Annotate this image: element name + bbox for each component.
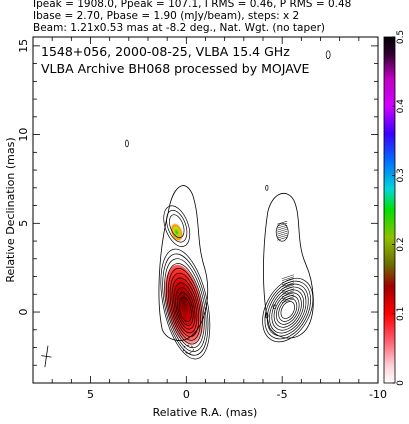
header-line-2: Ibase = 2.70, Pbase = 1.90 (mJy/beam), s… (33, 10, 300, 22)
core-contour (177, 292, 194, 326)
y-axis-label: Relative Declination (mas) (4, 137, 17, 282)
chart-title-line-1: 1548+056, 2000-08-25, VLBA 15.4 GHz (41, 44, 290, 59)
pol-envelope-contour (263, 192, 314, 339)
pol-vector (281, 276, 294, 281)
y-tick-label: 15 (17, 39, 30, 53)
pol-vector (277, 234, 288, 239)
stray-contour (265, 184, 269, 191)
core-contour (166, 263, 205, 349)
pol-vector (281, 286, 294, 291)
core-contour (160, 248, 211, 360)
pol-vector (281, 292, 294, 297)
jet-knot-color-fill (170, 222, 184, 242)
stray-contour (265, 312, 269, 319)
jet-knot-contour (169, 214, 185, 238)
jet-knot-contour (166, 209, 188, 243)
x-axis-label: Relative R.A. (mas) (153, 406, 258, 419)
x-tick-label: -10 (369, 388, 387, 401)
colorbar-ticks: 0 0.1 0.2 0.3 0.4 0.5 (392, 30, 406, 386)
pol-vector (277, 228, 288, 233)
colorbar-tick-label: 0.2 (396, 237, 406, 251)
colorbar-tick-label: 0.4 (396, 99, 406, 114)
core-contour (167, 268, 203, 345)
colorbar-tick-label: 0.3 (396, 168, 406, 182)
colorbar (383, 36, 396, 384)
pol-core-contour (280, 301, 295, 319)
pol-core-contour (273, 292, 302, 328)
pol-vector (281, 288, 294, 293)
core-contour (164, 258, 207, 352)
pol-vector (281, 294, 294, 299)
jet-envelope-contour (158, 185, 209, 341)
beam-minor-axis (41, 355, 52, 358)
y-tick-label: 5 (17, 220, 30, 227)
pol-vector (281, 274, 294, 279)
pol-core-contour (262, 277, 314, 343)
pol-vector (277, 224, 288, 229)
pol-core-contour (278, 298, 298, 322)
stray-contour (325, 50, 331, 60)
header-line-1: Ipeak = 1908.0, Ppeak = 107.1, I RMS = 0… (33, 0, 352, 10)
pol-vector (277, 236, 288, 241)
stray-contour (125, 139, 129, 148)
axes-layer: 5 0 -5 -10 0 5 10 15 (17, 37, 387, 401)
core-color-fill (164, 264, 204, 348)
pol-core-contour (266, 283, 309, 337)
jet-knot-contour (163, 205, 191, 247)
pol-vector (281, 296, 294, 301)
pol-knot-contour (275, 222, 289, 242)
pol-vector (281, 290, 294, 295)
pol-vector (281, 298, 294, 303)
x-tick-label: 5 (87, 388, 94, 401)
stray-contour (272, 304, 277, 310)
pol-core-contour (276, 295, 300, 325)
colorbar-tick-label: 0 (396, 380, 406, 386)
pol-vector (277, 232, 288, 237)
core-contour (175, 287, 196, 330)
core-contour (173, 282, 198, 334)
x-tick-label: -5 (277, 388, 288, 401)
x-tick-label: 0 (183, 388, 190, 401)
pol-core-contour (264, 280, 311, 340)
y-tick-label: 10 (17, 128, 30, 142)
pol-vector (277, 230, 288, 235)
pol-vector (277, 222, 288, 227)
core-contour (178, 296, 192, 322)
pol-vector (277, 226, 288, 231)
pol-vector (281, 280, 294, 285)
core-contour (169, 272, 201, 341)
contour-layer (41, 50, 331, 368)
negative-contour (182, 344, 194, 354)
colorbar-tick-label: 0.1 (396, 307, 406, 321)
pol-vector (281, 278, 294, 283)
y-tick-label: 0 (17, 309, 30, 316)
colorbar-tick-label: 0.5 (396, 30, 406, 44)
pol-core-contour (271, 289, 305, 331)
pol-vector (281, 284, 294, 289)
pol-core-contour (269, 286, 307, 334)
chart-title-line-2: VLBA Archive BH068 processed by MOJAVE (41, 61, 309, 76)
header-line-3: Beam: 1.21x0.53 mas at -8.2 deg., Nat. W… (33, 22, 326, 34)
pol-vector (281, 282, 294, 287)
core-contour (162, 253, 209, 356)
pol-vector (277, 220, 288, 225)
